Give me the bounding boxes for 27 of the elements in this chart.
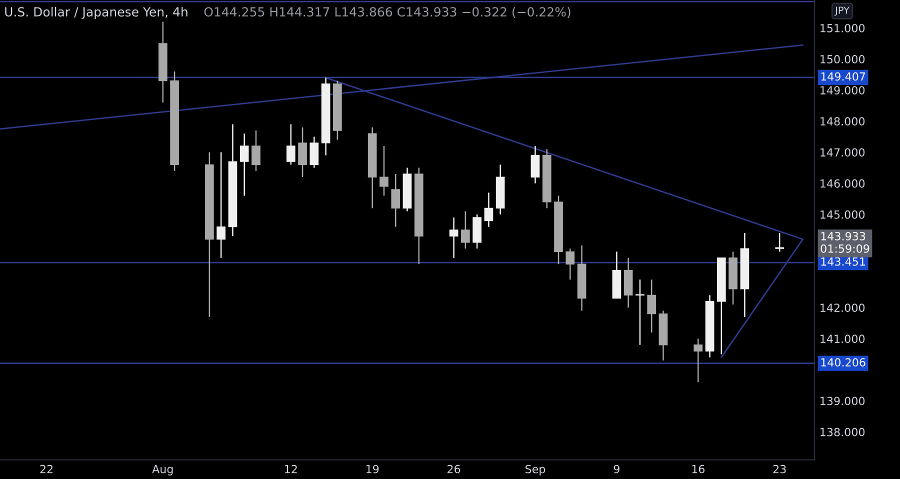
x-tick-label: 12 bbox=[285, 464, 297, 474]
x-tick-label: 9 bbox=[614, 464, 620, 474]
y-tick-label: 147.000 bbox=[820, 148, 865, 157]
x-tick-label: 23 bbox=[773, 464, 786, 474]
x-tick-label: Aug bbox=[152, 465, 173, 476]
y-tick-label: 138.000 bbox=[820, 428, 865, 436]
y-tick-label: 149.000 bbox=[820, 86, 865, 94]
ref-line-label: 143.451 bbox=[821, 257, 865, 266]
chart-subtitle: O144.255 H144.317 L143.866 C143.933 −0.322 (−0.22%) bbox=[204, 6, 570, 18]
ref-line-label: 140.206 bbox=[821, 358, 866, 367]
y-tick-label: 141.000 bbox=[820, 334, 865, 344]
x-tick-label: 22 bbox=[40, 464, 52, 474]
y-tick-label: 145.000 bbox=[820, 210, 865, 219]
ref-line-label: 149.407 bbox=[821, 72, 866, 81]
y-tick-label: 148.000 bbox=[820, 117, 865, 126]
y-tick-label: 142.000 bbox=[820, 304, 865, 312]
x-tick-label: Sep bbox=[526, 464, 546, 476]
y-tick-label: 150.000 bbox=[820, 55, 865, 64]
y-tick-label: 139.000 bbox=[820, 396, 865, 406]
x-tick-label: 26 bbox=[448, 464, 460, 474]
y-tick-label: 151.000 bbox=[820, 24, 865, 32]
x-tick-label: 19 bbox=[366, 464, 379, 474]
text: 143.933 01:59:09 bbox=[820, 232, 870, 253]
y-axis-title: JPY bbox=[834, 6, 850, 16]
x-tick-label: 16 bbox=[692, 464, 705, 474]
y-tick-label: 146.000 bbox=[820, 179, 865, 188]
text: U.S. Dollar / Japanese Yen, 4h bbox=[5, 6, 188, 19]
